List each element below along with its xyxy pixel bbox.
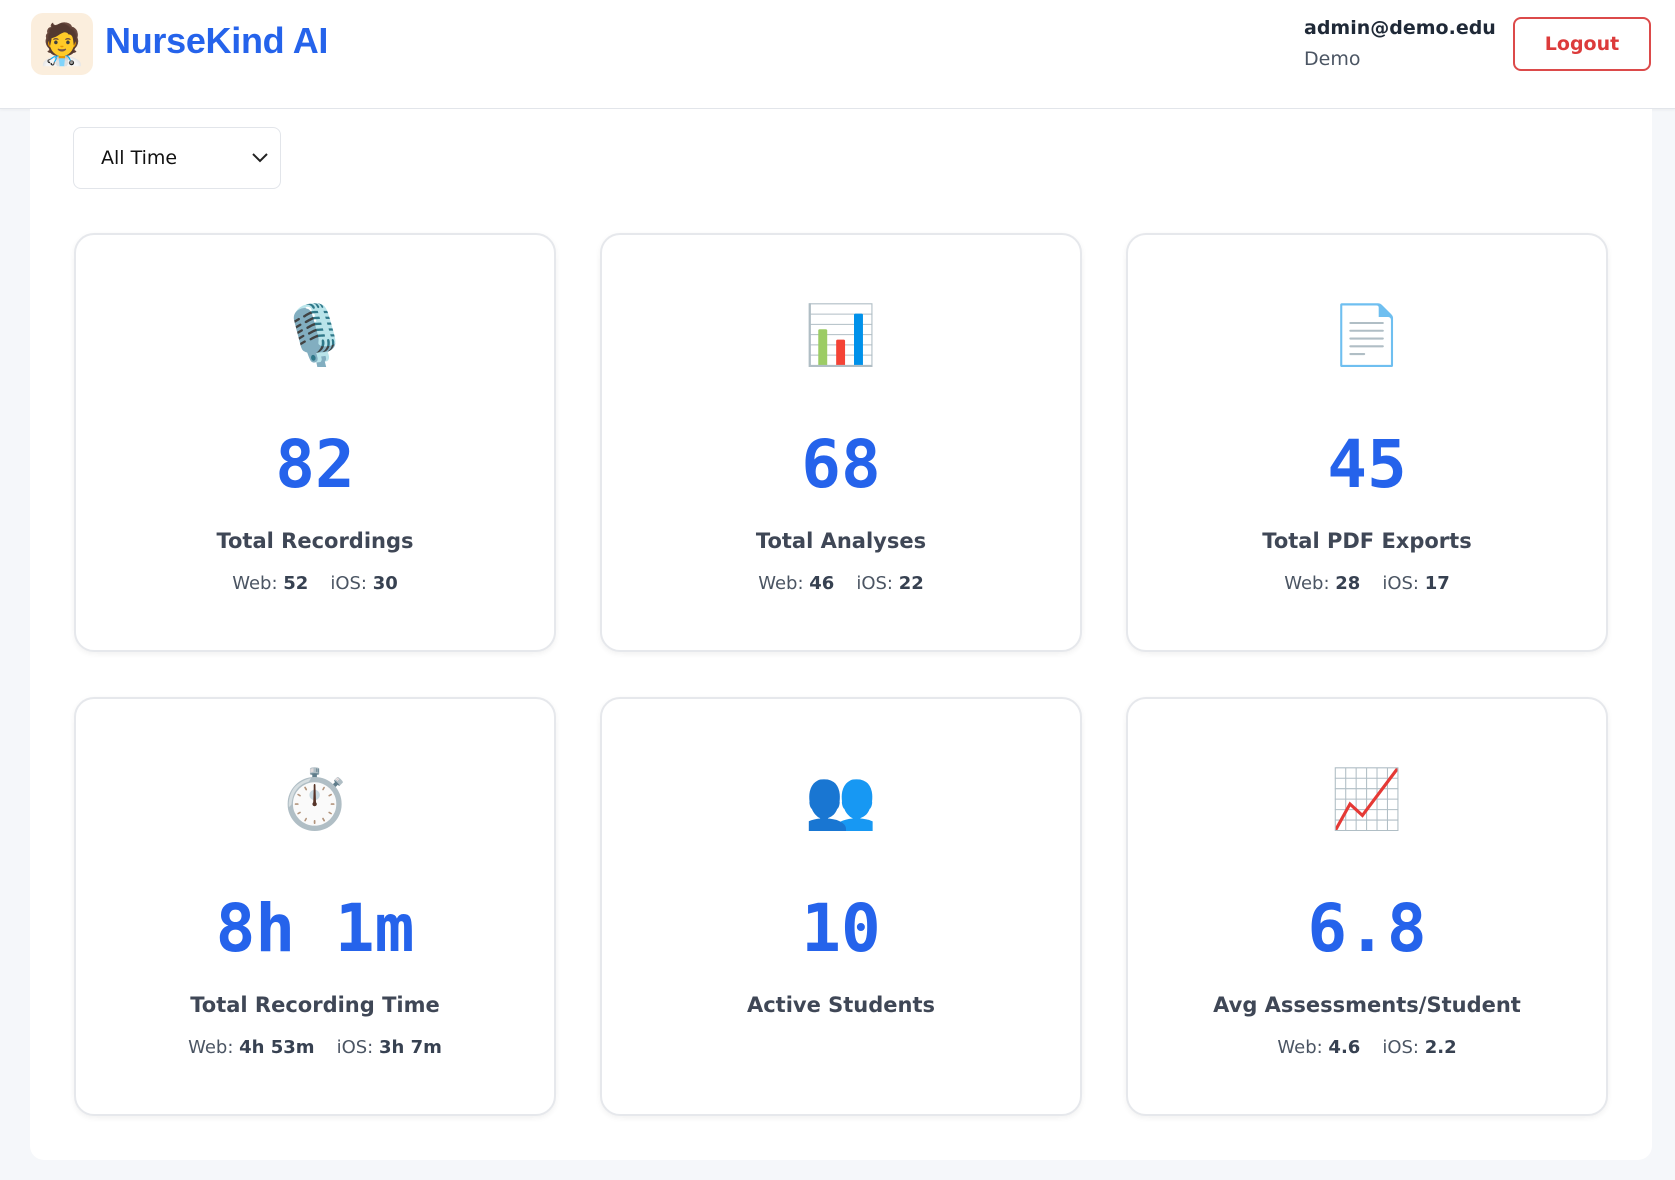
- ios-label: iOS:: [1382, 573, 1419, 594]
- logout-button[interactable]: Logout: [1513, 17, 1651, 71]
- top-header: 🧑‍⚕️ NurseKind AI admin@demo.edu Demo Lo…: [0, 0, 1675, 109]
- stat-value: 68: [801, 426, 881, 503]
- web-label: Web:: [758, 573, 804, 594]
- stat-card: 📊 68 Total Analyses Web: 46 iOS: 22: [600, 233, 1082, 652]
- stat-value: 10: [801, 890, 881, 967]
- ios-label: iOS:: [330, 573, 367, 594]
- nurse-avatar-logo-icon: 🧑‍⚕️: [31, 13, 93, 75]
- ios-label: iOS:: [336, 1037, 374, 1058]
- time-range-select[interactable]: All Time: [73, 127, 281, 189]
- trend-chart-icon: 📈: [1330, 765, 1404, 833]
- microphone-icon: 🎙️: [278, 301, 352, 369]
- chevron-down-icon: [252, 153, 268, 163]
- time-range-value: All Time: [101, 147, 178, 169]
- platform-breakdown: Web: 46 iOS: 22: [602, 573, 1080, 594]
- platform-breakdown: Web: 4h 53m iOS: 3h 7m: [76, 1037, 554, 1058]
- platform-breakdown: Web: 52 iOS: 30: [76, 573, 554, 594]
- platform-breakdown: Web: 4.6 iOS: 2.2: [1128, 1037, 1606, 1058]
- ios-count: 22: [898, 573, 924, 594]
- web-count: 4.6: [1328, 1037, 1361, 1058]
- stat-value: 6.8: [1307, 890, 1427, 967]
- web-count: 46: [809, 573, 835, 594]
- users-icon: 👥: [804, 765, 878, 833]
- ios-label: iOS:: [856, 573, 893, 594]
- user-email: admin@demo.edu: [1304, 17, 1496, 39]
- web-count: 52: [283, 573, 309, 594]
- ios-count: 2.2: [1424, 1037, 1457, 1058]
- document-icon: 📄: [1330, 301, 1404, 369]
- web-label: Web:: [188, 1037, 234, 1058]
- stat-value: 45: [1327, 426, 1407, 503]
- app-title: NurseKind AI: [105, 20, 329, 61]
- user-role: Demo: [1304, 48, 1361, 70]
- stat-label: Total PDF Exports: [1262, 529, 1472, 553]
- ios-label: iOS:: [1382, 1037, 1419, 1058]
- web-count: 28: [1335, 573, 1361, 594]
- stat-label: Total Recording Time: [190, 993, 440, 1017]
- web-label: Web:: [1284, 573, 1330, 594]
- stat-label: Avg Assessments/Student: [1213, 993, 1521, 1017]
- stat-label: Active Students: [746, 993, 936, 1017]
- stat-value: 82: [275, 426, 355, 503]
- stat-label: Total Recordings: [216, 529, 414, 553]
- stat-card: 👥 10 Active Students: [600, 697, 1082, 1116]
- stat-card: 🎙️ 82 Total Recordings Web: 52 iOS: 30: [74, 233, 556, 652]
- ios-count: 30: [372, 573, 398, 594]
- web-label: Web:: [1277, 1037, 1323, 1058]
- stat-label: Total Analyses: [755, 529, 927, 553]
- stopwatch-icon: ⏱️: [278, 765, 352, 833]
- ios-count: 17: [1424, 573, 1450, 594]
- stat-card: 📈 6.8 Avg Assessments/Student Web: 4.6 iOS…: [1126, 697, 1608, 1116]
- web-label: Web:: [232, 573, 278, 594]
- stat-value: 8h 1m: [215, 890, 415, 967]
- platform-breakdown: Web: 28 iOS: 17: [1128, 573, 1606, 594]
- ios-count: 3h 7m: [378, 1037, 442, 1058]
- web-count: 4h 53m: [239, 1037, 315, 1058]
- stat-card: 📄 45 Total PDF Exports Web: 28 iOS: 17: [1126, 233, 1608, 652]
- bar-chart-icon: 📊: [804, 301, 878, 369]
- stat-card: ⏱️ 8h 1m Total Recording Time Web: 4h 53m…: [74, 697, 556, 1116]
